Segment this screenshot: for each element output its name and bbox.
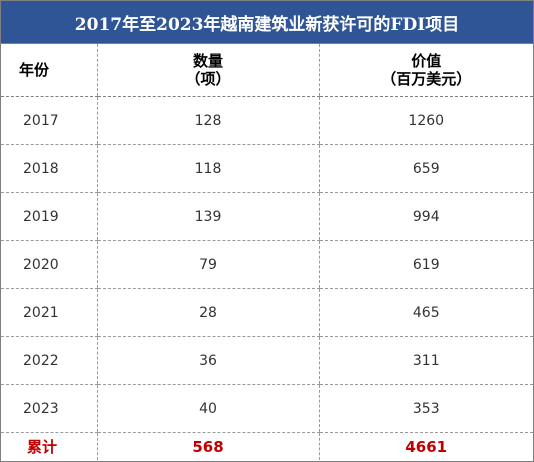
total-count: 568 [96, 432, 319, 460]
year-cell: 2022 [1, 336, 97, 385]
table-row: 2020 79 619 [1, 240, 533, 289]
year-cell: 2021 [1, 288, 97, 337]
value-cell: 311 [318, 336, 533, 385]
count-cell: 79 [96, 240, 319, 289]
header-value-line1: 价值 [411, 52, 442, 70]
table-row: 2018 118 659 [1, 144, 533, 193]
year-cell: 2019 [1, 192, 97, 241]
count-cell: 36 [96, 336, 319, 385]
year-cell: 2017 [1, 96, 97, 145]
value-cell: 465 [318, 288, 533, 337]
table-row: 2023 40 353 [1, 384, 533, 433]
header-year: 年份 [1, 44, 97, 97]
value-cell: 659 [318, 144, 533, 193]
table-row: 2022 36 311 [1, 336, 533, 385]
year-cell: 2020 [1, 240, 97, 289]
total-label: 累计 [27, 438, 58, 456]
table-row: 2019 139 994 [1, 192, 533, 241]
header-count: 数量 （项） [96, 44, 319, 97]
value-cell: 353 [318, 384, 533, 433]
fdi-table: 年份 数量 （项） 价值 （百万美元） 2017 128 1260 2018 1… [1, 44, 533, 460]
count-cell: 28 [96, 288, 319, 337]
table-row: 2021 28 465 [1, 288, 533, 337]
count-cell: 128 [96, 96, 319, 145]
year-cell: 2023 [1, 384, 97, 433]
header-value-line2: （百万美元） [381, 70, 472, 88]
header-row: 年份 数量 （项） 价值 （百万美元） [1, 44, 533, 97]
total-row: 累计 568 4661 [1, 432, 533, 460]
count-cell: 40 [96, 384, 319, 433]
value-cell: 1260 [318, 96, 533, 145]
year-cell: 2018 [1, 144, 97, 193]
count-cell: 118 [96, 144, 319, 193]
value-cell: 619 [318, 240, 533, 289]
table-row: 2017 128 1260 [1, 96, 533, 145]
total-value: 4661 [318, 432, 533, 460]
header-value: 价值 （百万美元） [318, 44, 533, 97]
value-cell: 994 [318, 192, 533, 241]
count-cell: 139 [96, 192, 319, 241]
table-title: 2017年至2023年越南建筑业新获许可的FDI项目 [1, 1, 533, 44]
header-count-line1: 数量 [192, 52, 223, 70]
header-count-line2: （项） [185, 70, 231, 88]
